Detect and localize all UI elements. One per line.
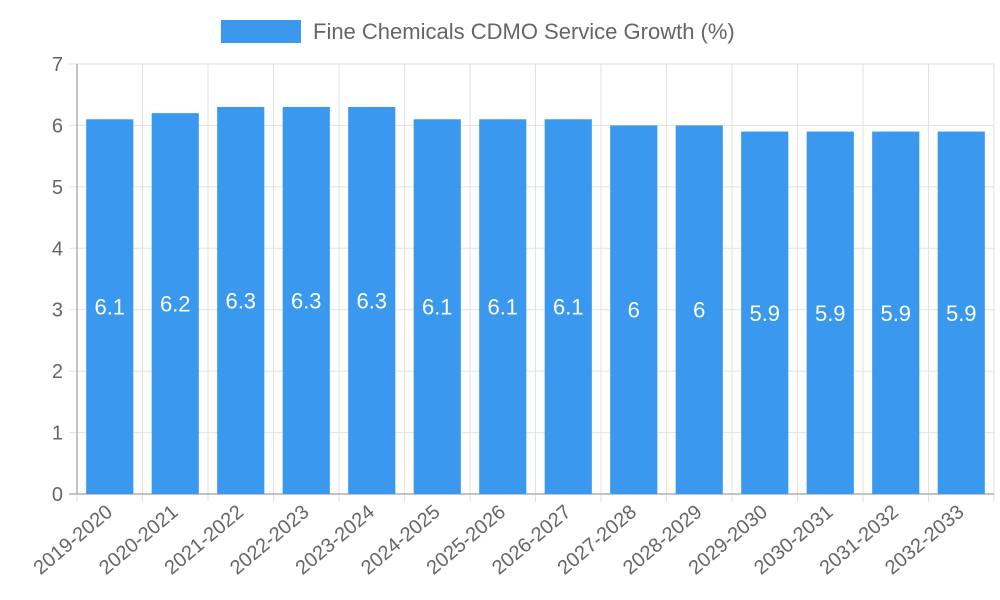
bar-data-label: 6.1 — [553, 295, 584, 320]
bar-data-label: 6 — [693, 298, 705, 323]
bar — [479, 119, 527, 495]
bar-data-label: 5.9 — [749, 301, 780, 326]
bar-data-label: 6.3 — [291, 289, 322, 314]
legend[interactable]: Fine Chemicals CDMO Service Growth (%) — [221, 19, 735, 44]
bar-data-label: 6.1 — [422, 295, 453, 320]
y-tick-label: 5 — [52, 177, 63, 199]
y-tick-label: 3 — [52, 300, 63, 322]
bar-data-label: 6.2 — [160, 292, 191, 317]
bars — [86, 107, 985, 495]
y-tick-label: 7 — [52, 54, 63, 76]
gridlines — [69, 63, 995, 502]
bar-data-label: 6.1 — [487, 295, 518, 320]
bar — [872, 131, 920, 495]
bar — [937, 131, 985, 495]
bar — [217, 107, 265, 494]
legend-swatch — [221, 20, 301, 43]
bar — [806, 131, 854, 495]
bar — [544, 119, 592, 495]
y-tick-label: 6 — [52, 115, 63, 137]
bar-data-label: 5.9 — [815, 301, 846, 326]
bar — [675, 125, 723, 494]
bar — [348, 107, 396, 494]
bar-data-label: 5.9 — [946, 301, 977, 326]
bar-data-label: 6.3 — [225, 289, 256, 314]
bar — [282, 107, 330, 494]
bar — [151, 113, 199, 495]
bar-data-label: 6 — [628, 298, 640, 323]
bar-data-label: 6.1 — [94, 295, 125, 320]
data-labels: 6.1 6.2 6.3 6.3 6.3 6.1 6.1 6.1 6 6 5.9 5.9 5.9 5.9 — [94, 289, 976, 326]
y-tick-label: 1 — [52, 423, 63, 445]
bar — [741, 131, 789, 495]
y-tick-label: 4 — [52, 238, 63, 260]
bar — [86, 119, 134, 495]
bar-data-label: 6.3 — [356, 289, 387, 314]
y-tick-label: 0 — [52, 484, 63, 506]
legend-label: Fine Chemicals CDMO Service Growth (%) — [313, 19, 735, 44]
y-tick-label: 2 — [52, 361, 63, 383]
bar — [413, 119, 461, 495]
bar-data-label: 5.9 — [880, 301, 911, 326]
bar — [610, 125, 658, 494]
